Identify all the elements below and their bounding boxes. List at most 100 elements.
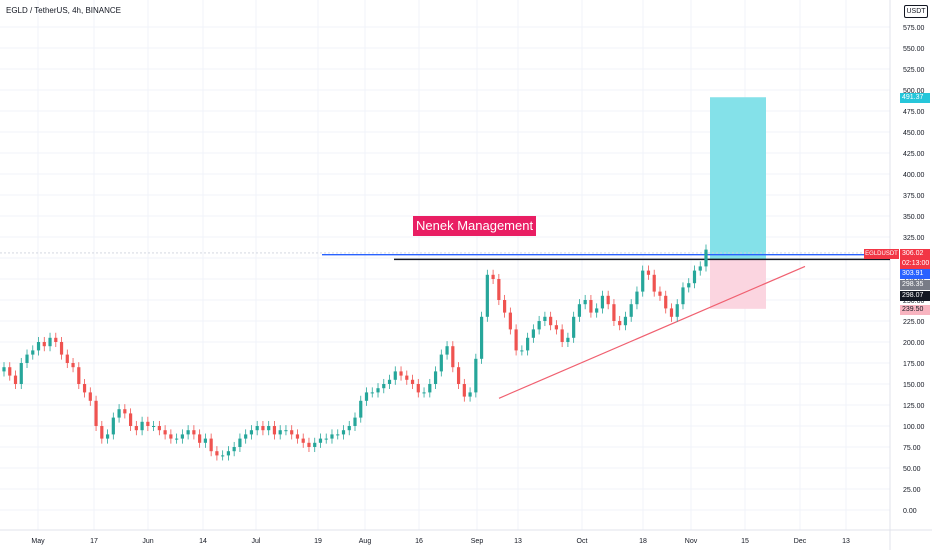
candle-body (59, 342, 64, 355)
y-tick-label: 125.00 (903, 403, 925, 410)
candle-body (175, 438, 179, 440)
candle-body (439, 354, 443, 372)
y-tick-label: 500.00 (903, 88, 925, 95)
candle-body (462, 384, 466, 397)
x-tick-label: 16 (415, 538, 423, 545)
candle-body (514, 329, 518, 351)
candle-body (238, 438, 242, 447)
candle-body (215, 451, 219, 456)
y-tick-label: 150.00 (903, 382, 925, 389)
candle-body (508, 312, 512, 330)
candle-body (618, 321, 622, 326)
candle-body (359, 400, 363, 418)
candle-body (410, 379, 415, 384)
entry-price-label: 298.07 (900, 291, 930, 301)
y-tick-label: 575.00 (903, 25, 925, 32)
candle-body (2, 367, 6, 372)
candle-body (503, 300, 507, 313)
candle-body (595, 308, 599, 313)
candle-body (19, 363, 23, 384)
candle-body (560, 329, 564, 342)
candle-body (612, 304, 616, 321)
candle-body (692, 270, 697, 284)
candle-body (25, 354, 29, 363)
candle-body (370, 392, 374, 394)
candle-body (600, 295, 605, 309)
blue-line-price-label: 303.91 (900, 269, 930, 279)
candle-body (13, 375, 18, 384)
black-line-price-label: 298.35 (900, 280, 930, 290)
stop-zone (710, 259, 766, 309)
candle-body (520, 350, 524, 352)
candle-body (445, 346, 449, 355)
y-tick-label: 350.00 (903, 214, 925, 221)
x-tick-label: 14 (199, 538, 207, 545)
candle-body (364, 392, 369, 401)
chart-title: EGLD / TetherUS, 4h, BINANCE (6, 6, 122, 15)
annotation-note[interactable]: Nenek Management (413, 216, 537, 236)
candle-body (704, 249, 708, 267)
candle-body (698, 266, 702, 271)
candle-body (572, 316, 576, 338)
candle-body (71, 363, 75, 368)
candle-body (543, 316, 547, 321)
candle-body (497, 279, 501, 300)
candle-body (537, 321, 541, 330)
candle-body (140, 421, 144, 431)
candle-body (635, 291, 639, 305)
stop-price-label: 239.50 (900, 305, 930, 315)
candle-body (353, 417, 357, 426)
y-tick-label: 225.00 (903, 319, 925, 326)
candle-body (128, 413, 133, 426)
target-zone (710, 97, 766, 260)
y-tick-label: 525.00 (903, 67, 925, 74)
candle-body (42, 342, 46, 347)
currency-badge[interactable]: USDT (904, 5, 928, 18)
target-price-label: 491.37 (900, 93, 930, 103)
candle-body (313, 442, 317, 447)
candle-body (48, 337, 52, 347)
candle-body (249, 430, 254, 435)
candle-body (261, 426, 265, 431)
symbol-price-badge: EGLDUSDT (864, 249, 899, 259)
candle-body (169, 434, 173, 439)
candle-body (687, 283, 691, 288)
x-tick-label: 17 (90, 538, 98, 545)
candle-body (491, 274, 495, 279)
x-tick-label: Sep (471, 538, 484, 545)
candle-body (416, 384, 420, 393)
x-tick-label: 19 (314, 538, 322, 545)
candle-body (623, 316, 628, 326)
y-tick-label: 475.00 (903, 109, 925, 116)
x-tick-label: 15 (741, 538, 749, 545)
candle-body (387, 379, 392, 384)
candle-body (479, 316, 484, 359)
candle-body (324, 438, 328, 440)
candle-body (307, 442, 311, 447)
candle-body (198, 434, 202, 443)
candle-body (186, 430, 190, 435)
y-tick-label: 75.00 (903, 445, 921, 452)
candle-body (152, 426, 156, 427)
candle-body (646, 270, 651, 275)
candle-body (652, 274, 656, 292)
y-tick-label: 175.00 (903, 361, 925, 368)
y-tick-label: 450.00 (903, 130, 925, 137)
candle-body (8, 367, 12, 376)
candle-body (485, 274, 489, 317)
candle-body (675, 304, 679, 317)
candle-body (192, 430, 196, 435)
candle-body (566, 337, 570, 342)
x-tick-label: 18 (639, 538, 647, 545)
candle-body (157, 426, 161, 431)
candle-body (146, 421, 150, 426)
x-tick-label: 13 (514, 538, 522, 545)
candle-body (330, 434, 334, 439)
candle-body (244, 434, 248, 439)
candle-body (226, 451, 231, 456)
candle-body (658, 291, 662, 296)
candle-body (664, 295, 668, 309)
last-price-label: 306.02 (900, 249, 930, 259)
